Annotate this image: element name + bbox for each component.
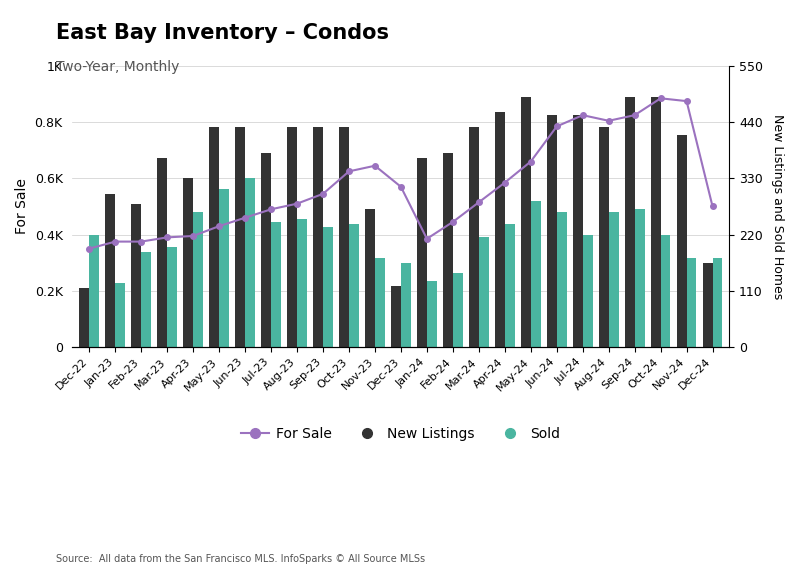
Bar — [650, 97, 661, 347]
Text: Two-Year, Monthly: Two-Year, Monthly — [56, 60, 179, 74]
Bar — [349, 224, 359, 347]
Bar — [297, 219, 307, 347]
Bar — [427, 281, 437, 347]
Bar — [339, 127, 349, 347]
Legend: For Sale, New Listings, Sold: For Sale, New Listings, Sold — [236, 421, 566, 447]
Bar — [582, 235, 593, 347]
Bar — [89, 235, 99, 347]
Bar — [209, 127, 219, 347]
Bar — [313, 127, 323, 347]
Bar — [183, 178, 193, 347]
Bar — [365, 209, 375, 347]
Y-axis label: New Listings and Sold Homes: New Listings and Sold Homes — [771, 114, 784, 299]
Bar — [634, 209, 645, 347]
Bar — [391, 286, 401, 347]
Bar — [479, 237, 489, 347]
Y-axis label: For Sale: For Sale — [15, 178, 29, 235]
Bar — [115, 283, 125, 347]
Bar — [417, 158, 427, 347]
Bar — [105, 194, 115, 347]
Bar — [713, 258, 722, 347]
Bar — [219, 189, 229, 347]
Bar — [287, 127, 297, 347]
Bar — [609, 212, 618, 347]
Bar — [131, 204, 141, 347]
Bar — [505, 224, 515, 347]
Bar — [245, 178, 255, 347]
Bar — [375, 258, 385, 347]
Bar — [495, 112, 505, 347]
Bar — [702, 263, 713, 347]
Bar — [79, 288, 89, 347]
Text: East Bay Inventory – Condos: East Bay Inventory – Condos — [56, 23, 389, 43]
Bar — [521, 97, 531, 347]
Bar — [677, 135, 686, 347]
Bar — [547, 114, 557, 347]
Bar — [401, 263, 411, 347]
Bar — [573, 114, 582, 347]
Bar — [443, 153, 453, 347]
Bar — [625, 97, 634, 347]
Bar — [557, 212, 566, 347]
Bar — [167, 247, 177, 347]
Bar — [453, 273, 463, 347]
Bar — [661, 235, 670, 347]
Bar — [271, 222, 281, 347]
Bar — [157, 158, 167, 347]
Bar — [469, 127, 479, 347]
Text: Source:  All data from the San Francisco MLS. InfoSparks © All Source MLSs: Source: All data from the San Francisco … — [56, 554, 425, 564]
Bar — [235, 127, 245, 347]
Bar — [261, 153, 271, 347]
Bar — [531, 201, 541, 347]
Bar — [193, 212, 203, 347]
Bar — [141, 252, 151, 347]
Bar — [323, 227, 333, 347]
Bar — [598, 127, 609, 347]
Bar — [686, 258, 697, 347]
